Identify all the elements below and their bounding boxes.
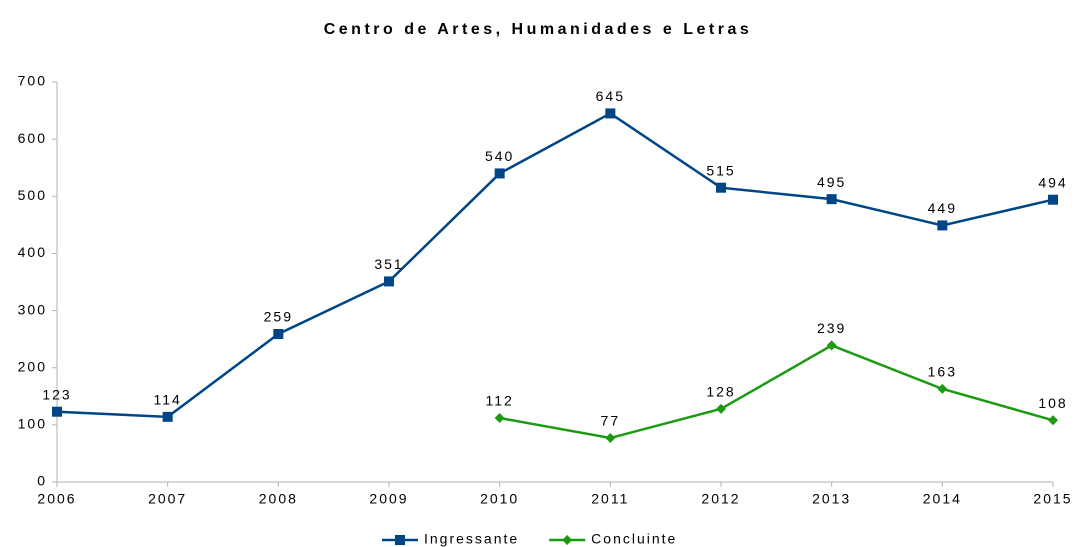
data-label: 449 <box>928 200 957 216</box>
x-tick-label: 2008 <box>259 491 298 507</box>
data-label: 123 <box>42 386 71 402</box>
x-tick-label: 2007 <box>148 491 187 507</box>
data-label: 114 <box>154 392 182 408</box>
x-tick-label: 2006 <box>37 491 76 507</box>
data-label: 494 <box>1038 174 1067 190</box>
data-label: 112 <box>486 393 514 409</box>
point <box>605 108 616 119</box>
y-tick-label: 300 <box>18 301 47 317</box>
data-label: 540 <box>485 148 514 164</box>
point <box>1048 194 1058 205</box>
point <box>937 220 948 231</box>
point <box>826 340 837 351</box>
chart-title: Centro de Artes, Humanidades e Letras <box>324 21 753 38</box>
series-line <box>499 344 1054 440</box>
y-tick-label: 600 <box>18 130 47 146</box>
point <box>273 329 284 339</box>
point <box>494 168 505 179</box>
x-tick-label: 2011 <box>591 491 629 507</box>
x-tick-label: 2009 <box>369 491 408 507</box>
x-tick-label: 2012 <box>701 491 740 507</box>
point <box>494 413 505 423</box>
data-label: 351 <box>374 256 403 272</box>
y-tick-label: 400 <box>18 244 47 260</box>
point <box>937 383 948 394</box>
y-tick-label: 200 <box>18 358 47 374</box>
y-tick-label: 500 <box>18 187 47 203</box>
data-label: 108 <box>1038 395 1067 411</box>
point <box>716 182 726 193</box>
legend-label: Concluinte <box>591 531 677 547</box>
legend-marker <box>562 535 573 545</box>
legend-label: Ingressante <box>424 531 519 547</box>
data-label: 259 <box>264 309 293 325</box>
series-line <box>56 111 1054 419</box>
data-label: 495 <box>817 174 846 190</box>
data-label: 128 <box>706 384 735 400</box>
point <box>52 406 62 417</box>
data-label: 515 <box>706 162 735 178</box>
y-tick-label: 0 <box>37 473 47 489</box>
data-label: 645 <box>596 88 625 104</box>
point <box>826 194 837 205</box>
data-label: 163 <box>928 364 957 380</box>
data-label: 77 <box>601 413 621 429</box>
y-tick-label: 700 <box>18 73 47 89</box>
data-label: 239 <box>817 320 846 336</box>
x-tick-label: 2010 <box>480 491 519 507</box>
legend-marker <box>395 535 405 545</box>
point <box>1048 415 1058 426</box>
point <box>162 411 173 422</box>
x-tick-label: 2014 <box>923 491 962 507</box>
y-tick-label: 100 <box>18 416 47 432</box>
point <box>384 276 394 287</box>
point <box>605 433 616 443</box>
x-tick-label: 2013 <box>812 491 851 507</box>
point <box>716 403 726 414</box>
x-tick-label: 2015 <box>1033 491 1072 507</box>
